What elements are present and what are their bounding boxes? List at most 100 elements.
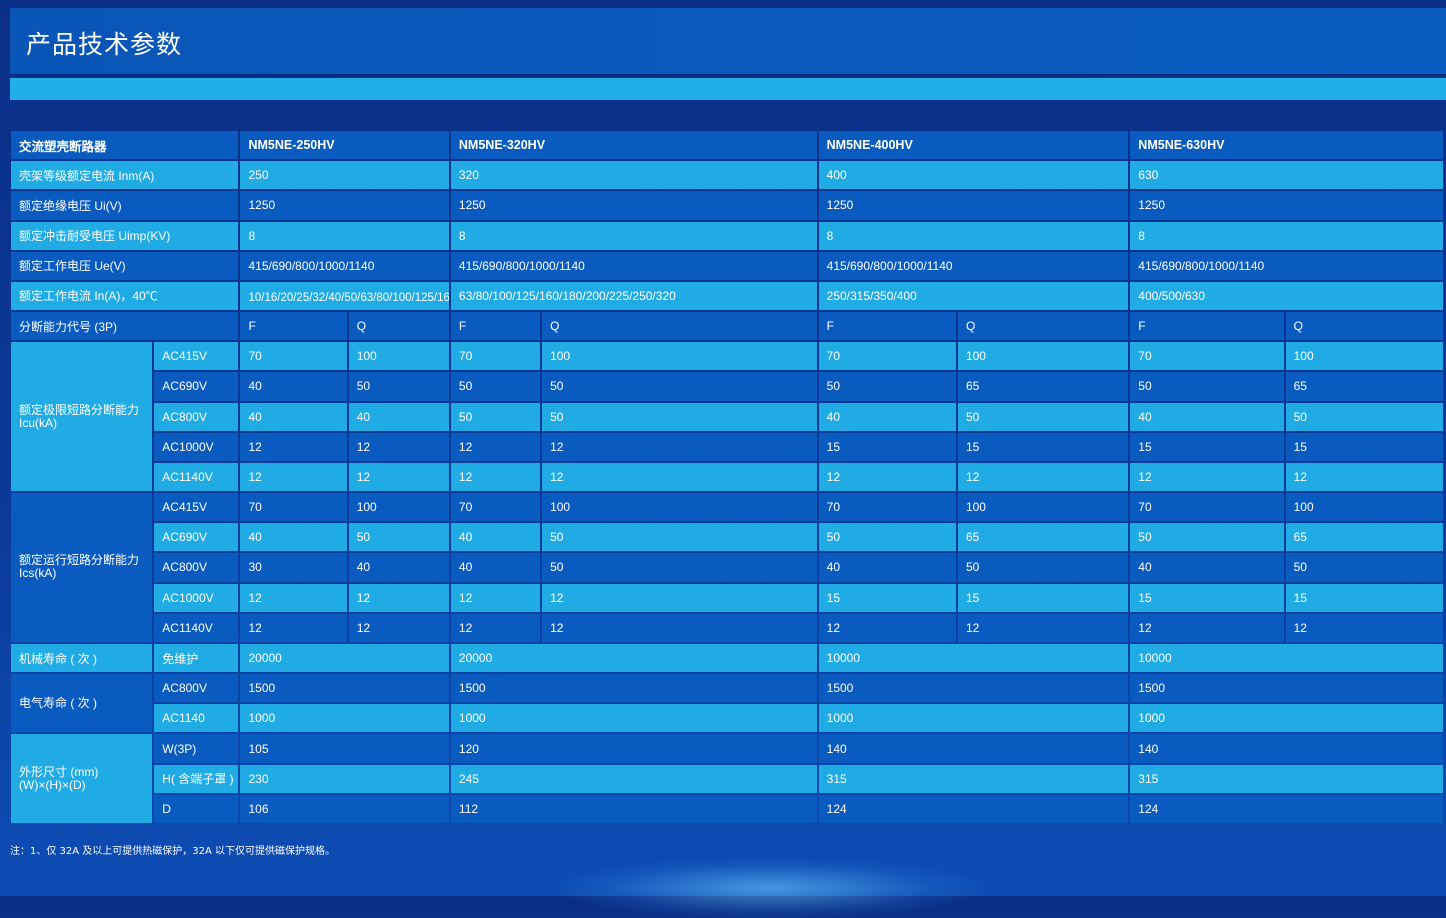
table-row: 外形尺寸 (mm) (W)×(H)×(D) W(3P) 105 120 140 …: [11, 734, 1443, 823]
table-cell: 124: [1130, 794, 1443, 823]
table-cell: 15: [1285, 432, 1443, 461]
table-cell: 250/315/350/400: [818, 281, 1129, 311]
model-header: NM5NE-630HV: [1130, 131, 1443, 160]
table-cell: 50: [957, 553, 1129, 582]
table-cell: 12: [348, 583, 449, 612]
table-cell: 100: [348, 342, 449, 371]
table-cell: 140: [818, 734, 1129, 763]
table-cell: 40: [450, 553, 541, 582]
table-row: 额定工作电流 In(A)，40℃ 10/16/20/25/32/40/50/63…: [11, 281, 1443, 311]
table-cell: 40: [1130, 402, 1284, 431]
table-cell: 70: [818, 342, 956, 371]
table-cell: 40: [348, 402, 449, 431]
table-cell: 12: [450, 462, 541, 492]
table-cell: 40: [1130, 553, 1284, 582]
table-cell: 70: [240, 493, 347, 522]
table-row: 额定工作电压 Ue(V) 415/690/800/1000/1140 415/6…: [11, 251, 1443, 280]
table-row: 额定绝缘电压 Ui(V) 1250 1250 1250 1250: [11, 191, 1443, 220]
header-row: 交流塑壳断路器 NM5NE-250HV NM5NE-320HV NM5NE-40…: [11, 131, 1443, 160]
table-row: AC1000V 12 12 12 12 15 15 15 15: [11, 583, 1443, 612]
sub-label: D: [154, 794, 239, 823]
table-row: AC800V 40 40 50 50 40 50 40 50: [11, 402, 1443, 431]
table-cell: 12: [818, 613, 956, 642]
table-cell: 12: [348, 613, 449, 642]
table-cell: 315: [1130, 764, 1443, 793]
table-row: 分断能力代号 (3P) F Q F Q F Q F Q: [11, 312, 1443, 341]
table-cell: 50: [542, 372, 817, 401]
table-row: 机械寿命 ( 次 ) 免维护 20000 20000 10000 10000: [11, 643, 1443, 673]
table-row: AC800V 30 40 40 50 40 50 40 50: [11, 553, 1443, 582]
table-cell: 415/690/800/1000/1140: [450, 251, 817, 280]
table-cell: 12: [542, 583, 817, 612]
table-cell: 70: [450, 342, 541, 371]
table-row: D 106 112 124 124: [11, 794, 1443, 823]
table-cell: 50: [1130, 523, 1284, 552]
table-cell: 50: [957, 402, 1129, 431]
table-cell: 140: [1130, 734, 1443, 763]
table-cell: 245: [450, 764, 817, 793]
table-cell: 20000: [240, 643, 449, 673]
row-label: 机械寿命 ( 次 ): [11, 643, 153, 673]
table-row: AC690V 40 50 40 50 50 65 50 65: [11, 523, 1443, 552]
row-label: 壳架等级额定电流 Inm(A): [11, 161, 239, 190]
table-row: AC1140 1000 1000 1000 1000: [11, 704, 1443, 733]
table-cell: F: [818, 312, 956, 341]
sub-label: W(3P): [154, 734, 239, 763]
model-header: NM5NE-250HV: [240, 131, 449, 160]
header-label: 交流塑壳断路器: [11, 131, 239, 160]
table-cell: 63/80/100/125/160/180/200/225/250/320: [450, 281, 817, 311]
sub-label: AC1140V: [154, 462, 239, 492]
table-cell: 8: [1130, 221, 1443, 250]
sub-label: AC415V: [154, 342, 239, 371]
table-cell: 1000: [1130, 704, 1443, 733]
table-cell: 100: [1285, 342, 1443, 371]
group-label: 额定极限短路分断能力 Icu(kA): [11, 342, 153, 492]
table-row: 壳架等级额定电流 Inm(A) 250 320 400 630: [11, 161, 1443, 190]
table-cell: Q: [957, 312, 1129, 341]
table-cell: 50: [348, 372, 449, 401]
sub-label: H( 含端子罩 ): [154, 764, 239, 793]
table-row: AC1000V 12 12 12 12 15 15 15 15: [11, 432, 1443, 461]
table-cell: 12: [1285, 462, 1443, 492]
table-cell: 250: [240, 161, 449, 190]
sub-label: AC1140: [154, 704, 239, 733]
table-cell: 106: [240, 794, 449, 823]
model-header: NM5NE-400HV: [818, 131, 1129, 160]
page-title: 产品技术参数: [26, 30, 183, 59]
footnote: 注：1、仅 32A 及以上可提供热磁保护，32A 以下仅可提供磁保护规格。: [10, 846, 336, 857]
table-cell: 12: [240, 613, 347, 642]
table-cell: 1250: [450, 191, 817, 220]
table-cell: 12: [1130, 613, 1284, 642]
table-cell: 65: [1285, 523, 1443, 552]
table-cell: 65: [957, 372, 1129, 401]
table-cell: 12: [818, 462, 956, 492]
table-cell: F: [1130, 312, 1284, 341]
row-label: 额定冲击耐受电压 Uimp(KV): [11, 221, 239, 250]
table-cell: 12: [240, 432, 347, 461]
table-cell: 10000: [818, 643, 1129, 673]
table-cell: 20000: [450, 643, 817, 673]
table-cell: 12: [450, 613, 541, 642]
table-cell: 12: [1130, 462, 1284, 492]
table-cell: 30: [240, 553, 347, 582]
table-cell: Q: [348, 312, 449, 341]
table-cell: 50: [450, 402, 541, 431]
table-cell: F: [450, 312, 541, 341]
table-cell: 50: [1285, 553, 1443, 582]
table-row: AC1140V 12 12 12 12 12 12 12 12: [11, 613, 1443, 642]
table-cell: 12: [1285, 613, 1443, 642]
sub-label: AC690V: [154, 523, 239, 552]
table-cell: 50: [450, 372, 541, 401]
table-cell: 12: [542, 613, 817, 642]
table-cell: 70: [1130, 493, 1284, 522]
table-cell: 400: [818, 161, 1129, 190]
table-cell: 12: [450, 583, 541, 612]
table-cell: 12: [348, 432, 449, 461]
accent-band: [10, 78, 1446, 100]
table-cell: 15: [818, 583, 956, 612]
table-cell: 40: [240, 372, 347, 401]
sub-label: AC690V: [154, 372, 239, 401]
sub-label: AC1140V: [154, 613, 239, 642]
row-label: 分断能力代号 (3P): [11, 312, 239, 341]
table-cell: 12: [240, 583, 347, 612]
